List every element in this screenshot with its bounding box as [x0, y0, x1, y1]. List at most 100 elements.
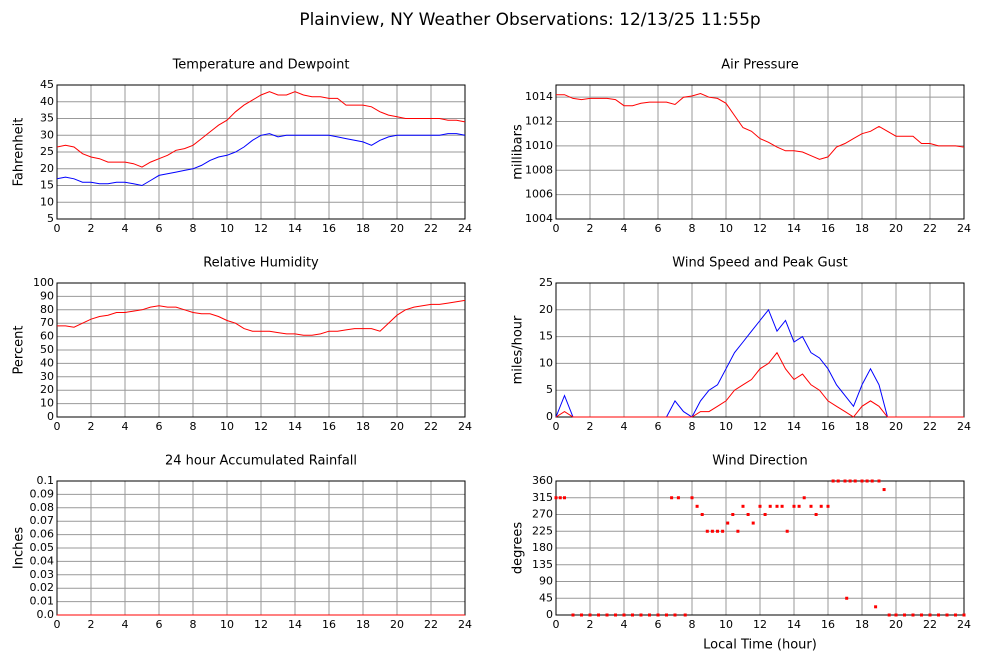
x-tick-label: 20 — [889, 420, 903, 433]
x-tick-label: 16 — [322, 618, 336, 631]
y-tick-label: 0.07 — [30, 514, 55, 527]
x-tick-label: 2 — [587, 618, 594, 631]
y-tick-label: 225 — [532, 524, 553, 537]
x-tick-label: 22 — [424, 420, 438, 433]
data-point — [920, 613, 923, 617]
x-tick-label: 2 — [587, 222, 594, 235]
x-tick-label: 24 — [957, 618, 971, 631]
x-tick-label: 10 — [719, 618, 733, 631]
x-tick-label: 22 — [424, 618, 438, 631]
data-point — [751, 521, 755, 525]
x-tick-label: 20 — [889, 618, 903, 631]
data-point — [588, 613, 592, 617]
data-point — [792, 504, 796, 508]
y-axis-label: Percent — [12, 326, 27, 375]
y-tick-label: 0 — [546, 608, 553, 621]
data-point — [882, 488, 886, 492]
data-point — [558, 496, 562, 500]
data-point — [937, 613, 940, 617]
x-tick-label: 2 — [88, 222, 95, 235]
x-tick-label: 6 — [156, 618, 163, 631]
y-tick-label: 1012 — [525, 115, 553, 128]
x-tick-label: 20 — [390, 222, 404, 235]
data-point — [768, 504, 772, 508]
y-tick-label: 1010 — [525, 139, 553, 152]
data-point — [887, 613, 891, 617]
data-point — [843, 479, 847, 483]
y-axis-label: miles/hour — [511, 315, 526, 384]
data-point — [874, 605, 878, 609]
x-tick-label: 0 — [54, 618, 61, 631]
y-tick-label: 1014 — [525, 90, 553, 103]
data-point — [826, 504, 830, 508]
y-tick-label: 90 — [40, 289, 54, 302]
x-tick-label: 20 — [390, 420, 404, 433]
data-point — [836, 479, 840, 483]
x-tick-label: 6 — [655, 618, 662, 631]
y-tick-label: 25 — [539, 276, 553, 289]
x-tick-label: 24 — [458, 618, 472, 631]
data-point — [865, 479, 869, 483]
x-tick-label: 0 — [553, 618, 560, 631]
y-axis-label: Inches — [12, 527, 27, 569]
x-tick-label: 12 — [254, 618, 268, 631]
data-line — [556, 92, 965, 160]
x-tick-label: 6 — [156, 420, 163, 433]
y-tick-label: 15 — [40, 179, 54, 192]
y-tick-label: 0.09 — [30, 487, 55, 500]
y-tick-label: 30 — [40, 128, 54, 141]
y-tick-label: 135 — [532, 558, 553, 571]
x-tick-label: 12 — [753, 222, 767, 235]
data-point — [877, 479, 881, 483]
data-point — [758, 504, 762, 508]
data-point — [746, 513, 750, 516]
data-point — [819, 504, 823, 508]
x-tick-label: 10 — [719, 222, 733, 235]
x-tick-label: 6 — [655, 420, 662, 433]
x-tick-label: 8 — [689, 420, 696, 433]
x-tick-label: 6 — [655, 222, 662, 235]
y-tick-label: 10 — [539, 356, 553, 369]
x-tick-label: 14 — [787, 618, 801, 631]
x-tick-label: 18 — [855, 222, 869, 235]
x-tick-label: 4 — [122, 618, 129, 631]
data-point — [580, 613, 583, 617]
y-tick-label: 45 — [40, 78, 54, 91]
x-tick-label: 24 — [957, 222, 971, 235]
x-tick-label: 0 — [553, 222, 560, 235]
x-tick-label: 14 — [787, 420, 801, 433]
x-tick-label: 14 — [787, 222, 801, 235]
x-tick-label: 12 — [254, 420, 268, 433]
y-tick-label: 1008 — [525, 163, 553, 176]
data-point — [648, 613, 651, 617]
y-tick-label: 180 — [532, 541, 553, 554]
data-point — [726, 521, 730, 525]
x-tick-label: 14 — [288, 222, 302, 235]
data-point — [736, 529, 740, 533]
x-tick-label: 12 — [753, 420, 767, 433]
data-point — [597, 613, 600, 617]
x-tick-label: 14 — [288, 618, 302, 631]
data-point — [928, 613, 932, 617]
x-tick-label: 16 — [322, 420, 336, 433]
data-point — [814, 513, 818, 516]
y-tick-label: 40 — [40, 356, 54, 369]
chart-title: Relative Humidity — [203, 256, 319, 271]
x-tick-label: 24 — [458, 420, 472, 433]
data-point — [554, 496, 558, 500]
data-point — [903, 613, 906, 617]
y-tick-label: 0.04 — [30, 554, 55, 567]
y-tick-label: 60 — [40, 330, 54, 343]
plot-frame — [555, 282, 965, 418]
y-axis-label: millibars — [511, 124, 526, 180]
x-tick-label: 6 — [156, 222, 163, 235]
data-line — [56, 91, 466, 168]
x-tick-label: 8 — [190, 420, 197, 433]
page-title: Plainview, NY Weather Observations: 12/1… — [299, 10, 760, 30]
y-tick-label: 270 — [532, 508, 553, 521]
x-tick-label: 10 — [719, 420, 733, 433]
chart-title: 24 hour Accumulated Rainfall — [165, 454, 357, 469]
data-point — [605, 613, 609, 617]
x-tick-label: 18 — [356, 618, 370, 631]
